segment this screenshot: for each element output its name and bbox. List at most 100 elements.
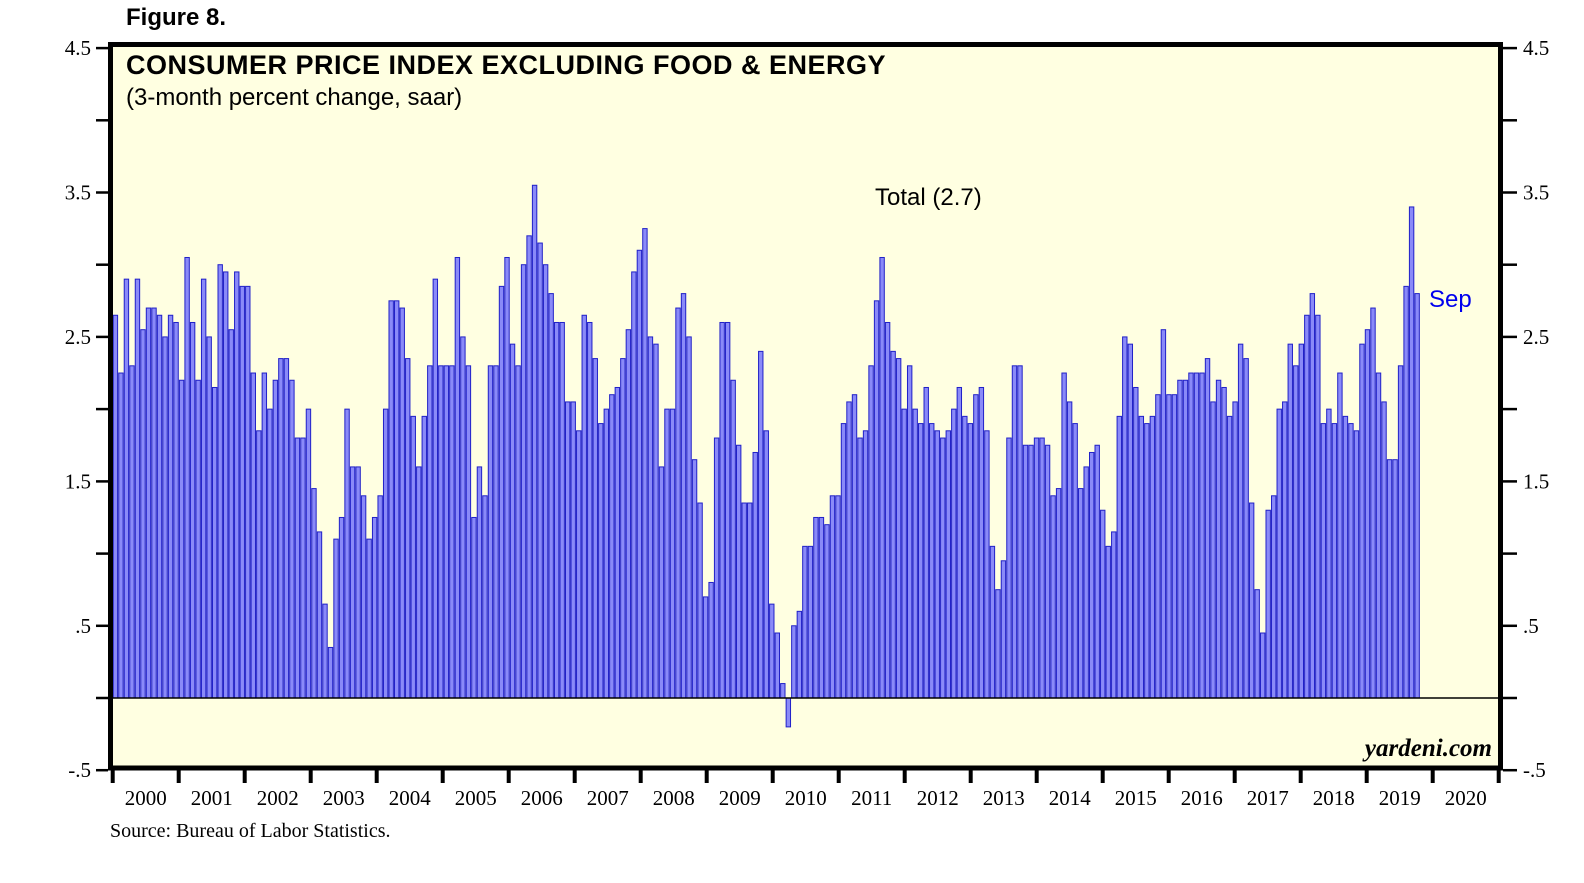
bar-month-74 [520, 264, 527, 699]
bar-month-36 [311, 488, 317, 699]
bar-month-52 [399, 307, 405, 699]
bar-month-102 [675, 307, 681, 699]
bar-month-85 [581, 314, 587, 699]
bar-month-64 [465, 365, 472, 699]
bar-month-71 [504, 256, 510, 699]
source-note: Source: Bureau of Labor Statistics. [110, 820, 391, 842]
bar-month-110 [719, 321, 725, 699]
bar-month-23 [239, 285, 245, 699]
bar-month-1 [118, 372, 124, 699]
y-axis-label-left: -.5 [68, 758, 91, 782]
bar-month-188 [1149, 415, 1156, 699]
bar-month-137 [868, 365, 874, 699]
bar-month-191 [1166, 394, 1172, 699]
bar-month-189 [1155, 394, 1161, 699]
x-axis-year-label: 2007 [587, 786, 629, 810]
y-axis-label-right: 3.5 [1523, 181, 1549, 205]
bar-month-226 [1359, 343, 1365, 699]
bar-month-233 [1397, 365, 1404, 699]
bar-month-125 [802, 545, 808, 699]
bar-month-24 [245, 285, 251, 699]
bar-month-83 [570, 401, 576, 699]
bar-month-44 [355, 466, 361, 699]
bar-month-170 [1050, 495, 1056, 699]
bar-month-190 [1160, 329, 1167, 699]
bar-month-205 [1243, 358, 1249, 699]
bar-month-47 [371, 516, 378, 699]
bar-month-225 [1353, 430, 1360, 699]
bar-month-67 [482, 495, 488, 699]
bar-month-94 [631, 271, 637, 699]
bar-month-75 [526, 235, 532, 699]
bar-month-59 [438, 365, 444, 699]
bar-month-235 [1408, 206, 1415, 699]
bar-month-145 [912, 408, 918, 699]
bar-month-200 [1215, 379, 1222, 699]
bar-month-48 [377, 495, 383, 699]
bar-month-93 [625, 329, 632, 699]
bar-month-180 [1105, 545, 1111, 699]
bar-month-91 [614, 386, 621, 699]
bar-month-210 [1271, 495, 1277, 699]
bar-month-65 [471, 516, 477, 699]
bar-month-218 [1315, 314, 1321, 699]
bar-month-175 [1077, 488, 1084, 699]
bar-month-173 [1066, 401, 1073, 699]
bar-month-26 [256, 430, 262, 699]
bar-month-86 [587, 321, 593, 699]
y-axis-label-right: 2.5 [1523, 325, 1549, 349]
y-axis-label-left: 4.5 [65, 36, 91, 60]
bar-month-87 [592, 358, 598, 699]
bar-month-199 [1210, 401, 1216, 699]
bar-month-3 [129, 365, 135, 699]
bar-month-193 [1177, 379, 1183, 699]
bar-month-126 [807, 545, 814, 699]
y-axis-label-right: 1.5 [1523, 469, 1549, 493]
bar-month-178 [1094, 444, 1100, 699]
x-axis-year-label: 2005 [455, 786, 497, 810]
bar-month-158 [984, 430, 990, 699]
y-axis-label-left: .5 [75, 614, 91, 638]
bar-month-18 [211, 386, 218, 699]
bar-month-45 [360, 495, 367, 699]
bar-month-60 [443, 365, 450, 699]
bar-month-41 [338, 516, 345, 699]
bar-month-69 [493, 365, 499, 699]
bar-month-168 [1039, 437, 1045, 699]
x-axis-year-label: 2000 [125, 786, 167, 810]
bar-month-108 [708, 581, 714, 699]
bar-month-154 [962, 415, 968, 699]
bar-month-169 [1044, 444, 1051, 699]
x-axis-year-label: 2016 [1181, 786, 1223, 810]
bar-month-40 [333, 538, 339, 699]
x-axis-year-label: 2017 [1247, 786, 1289, 810]
bar-month-181 [1111, 531, 1117, 699]
bar-month-146 [918, 423, 924, 699]
bar-month-202 [1226, 415, 1233, 699]
bar-month-166 [1028, 444, 1034, 699]
bar-month-223 [1342, 415, 1349, 699]
bar-month-124 [796, 610, 803, 699]
bar-month-232 [1392, 459, 1398, 699]
bar-month-184 [1127, 343, 1134, 699]
bar-month-128 [818, 516, 825, 699]
x-axis-year-label: 2006 [521, 786, 563, 810]
bar-month-95 [636, 249, 643, 699]
bar-month-118 [763, 430, 769, 699]
bar-month-227 [1364, 329, 1371, 699]
bar-month-92 [620, 358, 626, 699]
bar-month-236 [1414, 293, 1420, 699]
bar-month-89 [603, 408, 610, 699]
x-axis-year-label: 2015 [1115, 786, 1157, 810]
bar-month-228 [1370, 307, 1376, 699]
bar-month-229 [1375, 372, 1382, 699]
bar-month-192 [1171, 394, 1178, 699]
bar-month-159 [989, 545, 996, 699]
bar-month-10 [167, 314, 174, 699]
bar-month-224 [1348, 423, 1354, 699]
bar-month-206 [1248, 502, 1255, 699]
chart-subtitle: (3-month percent change, saar) [126, 84, 463, 111]
x-axis-year-label: 2011 [851, 786, 892, 810]
bar-month-160 [995, 589, 1001, 699]
